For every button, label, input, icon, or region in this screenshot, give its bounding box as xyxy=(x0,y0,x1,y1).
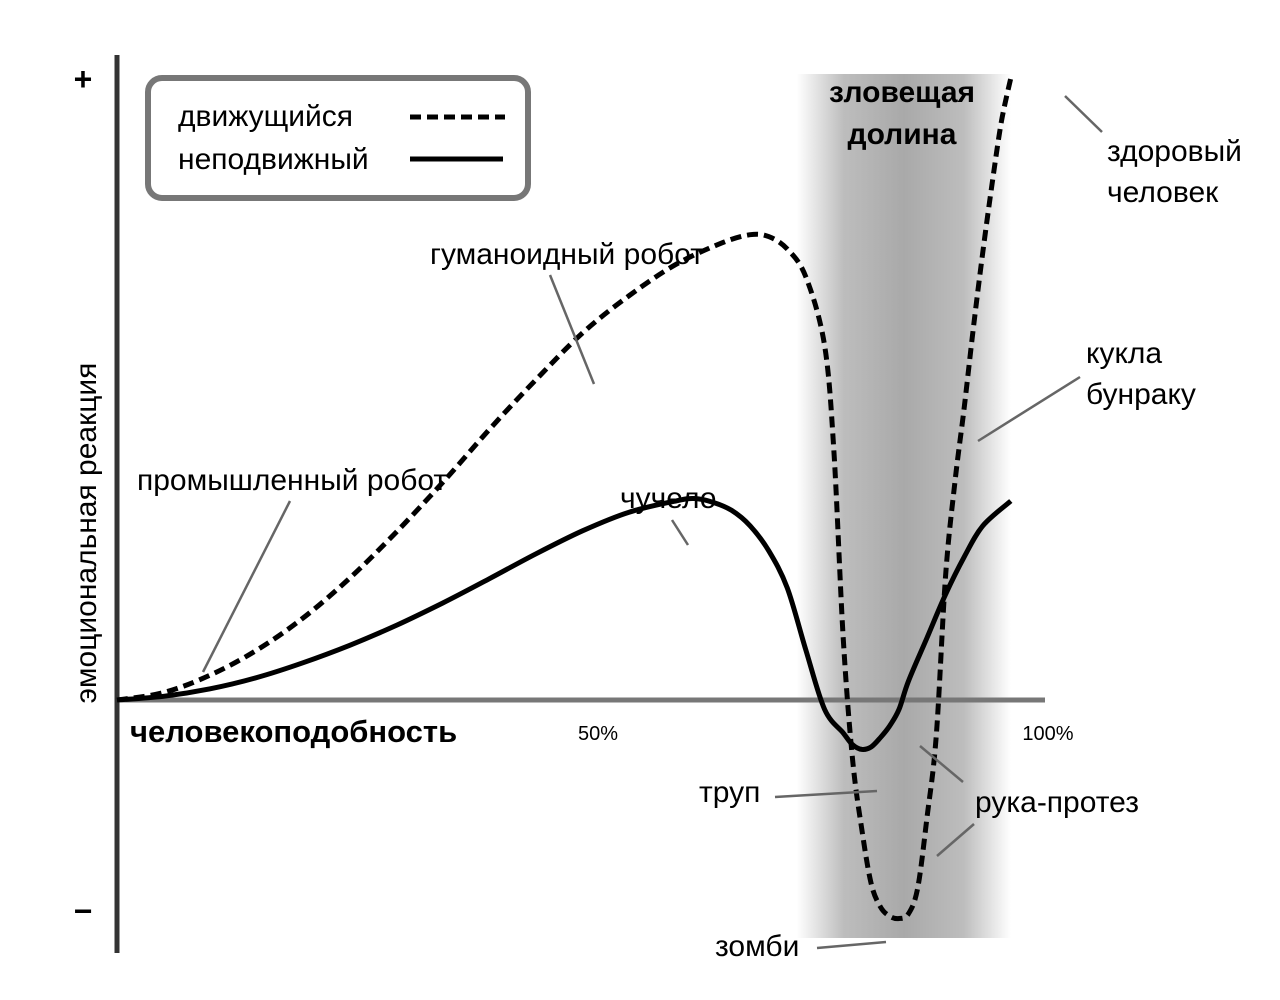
annotation-healthy-human-line1: здоровый xyxy=(1107,135,1242,168)
annotation-healthy-human-line2: человек xyxy=(1107,176,1219,209)
annotation-stuffed-animal: чучело xyxy=(620,482,716,515)
annotation-humanoid-robot: гуманоидный робот xyxy=(430,238,704,271)
annotation-corpse: труп xyxy=(699,776,760,809)
y-axis-label: эмоциональная реакция xyxy=(70,363,103,704)
legend: движущийся неподвижный xyxy=(145,75,531,201)
annotation-bunraku-puppet-line2: бунраку xyxy=(1086,378,1196,411)
leader-prosthetic-hand-b xyxy=(936,823,975,857)
annotation-zombie: зомби xyxy=(715,930,799,963)
annotation-industrial-robot: промышленный робот xyxy=(137,464,447,497)
leader-bunraku-puppet xyxy=(977,375,1081,443)
leader-healthy-human xyxy=(1064,95,1103,133)
x-axis-label: человекоподобность xyxy=(130,714,457,749)
legend-label-moving: движущийся xyxy=(178,100,353,133)
y-minus-marker: − xyxy=(74,893,93,929)
uncanny-valley-label-line2: долина xyxy=(848,118,957,151)
leader-stuffed-animal xyxy=(670,519,690,546)
leader-prosthetic-hand-a xyxy=(919,745,964,783)
series-layer xyxy=(116,77,1014,922)
annotation-bunraku-puppet-line1: кукла xyxy=(1086,337,1162,370)
x-tick-label-100: 100% xyxy=(1022,723,1073,745)
leader-industrial-robot xyxy=(201,500,292,673)
x-tick-label-50: 50% xyxy=(578,723,618,745)
annotations: промышленный робот гуманоидный робот чуч… xyxy=(137,95,1242,963)
series-line-moving xyxy=(116,77,1014,922)
uncanny-valley-label-line1: зловещая xyxy=(829,76,975,109)
annotation-prosthetic-hand: рука-протез xyxy=(975,786,1139,819)
leader-corpse xyxy=(774,789,878,799)
y-plus-marker: + xyxy=(74,61,93,97)
series-line-still xyxy=(116,495,1013,752)
legend-box xyxy=(145,75,531,201)
leader-zombie xyxy=(816,940,887,950)
leader-humanoid-robot xyxy=(548,274,596,385)
legend-label-still: неподвижный xyxy=(178,143,369,176)
